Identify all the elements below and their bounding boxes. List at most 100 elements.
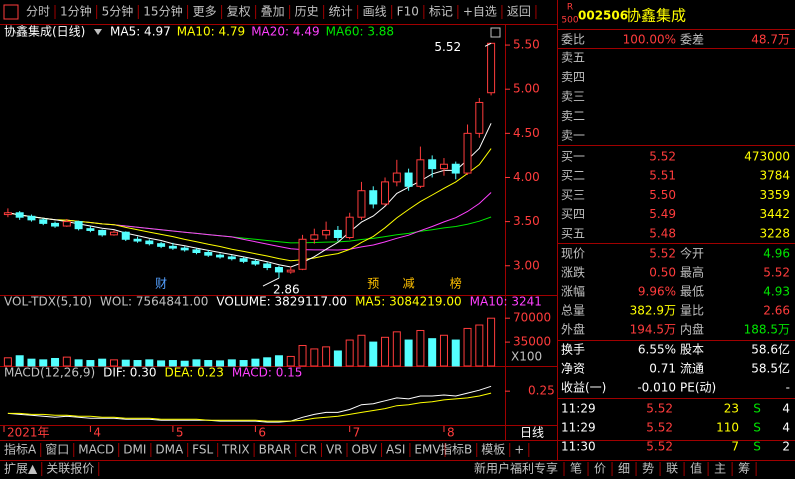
volume-bar (416, 329, 425, 367)
indicator-tab[interactable]: + (514, 443, 524, 457)
quote-stat: 2.66 (763, 304, 790, 318)
toolbar-button[interactable]: 统计 (329, 5, 353, 19)
quote-stat: 0.50 (649, 266, 676, 280)
candle-body (62, 221, 71, 227)
toolbar-button[interactable]: 画线 (363, 5, 387, 19)
toolbar-button[interactable]: 更多 (193, 5, 217, 19)
indicator-tab[interactable]: TRIX (221, 443, 249, 457)
candle-body (392, 172, 401, 183)
indicator-tab[interactable]: 指标B (440, 442, 472, 457)
volume-bar (3, 357, 12, 367)
bid-volume: 473000 (744, 150, 790, 164)
volume-bar (392, 331, 401, 367)
footer-tab[interactable]: 价 (594, 462, 606, 476)
candle-body (74, 221, 83, 230)
trade-side: S (753, 421, 761, 435)
trade-price: 5.52 (646, 402, 673, 416)
finance-stat: 净资 (561, 362, 585, 376)
indicator-tab[interactable]: CR (300, 443, 317, 457)
candle-body (416, 159, 425, 187)
quote-stat: 涨幅 (561, 284, 585, 299)
event-marker[interactable]: 财 (155, 277, 167, 291)
annotation-arrow (484, 42, 492, 47)
toolbar-button[interactable]: 标记 (429, 5, 453, 19)
toolbar-button[interactable]: 15分钟 (143, 4, 182, 19)
footer-tab[interactable]: 主 (714, 462, 726, 476)
annotation-label: 5.52 (434, 40, 461, 54)
footer-tab[interactable]: 细 (618, 462, 630, 476)
toolbar-button[interactable]: 分时 (26, 5, 50, 19)
volume-bar (27, 358, 36, 367)
legend-entry: MA5: 4.97 (110, 25, 171, 39)
footer-tab[interactable]: 值 (690, 461, 702, 476)
y-tick-label: 0.25 (528, 384, 555, 398)
volume-bar (204, 360, 213, 367)
volume-bar (39, 359, 48, 367)
indicator-tab[interactable]: DMI (123, 443, 146, 457)
indicator-tab[interactable]: BRAR (259, 443, 292, 457)
footer-tab[interactable]: 笔 (570, 461, 582, 476)
legend-entry: MA10: 4.79 (177, 25, 245, 39)
finance-stat: 0.71 (649, 362, 676, 376)
indicator-tab[interactable]: 指标A (4, 442, 37, 457)
footer-tab[interactable]: 筹 (738, 462, 750, 476)
event-marker[interactable]: 预 (367, 277, 379, 291)
indicator-tab[interactable]: OBV (352, 443, 378, 457)
x-tick-label: 8 (447, 426, 455, 440)
trade-time: 11:30 (561, 440, 596, 454)
legend-entry: MA5: 3084219.00 (355, 295, 462, 309)
footer-tab[interactable]: 新用户福利专享 (474, 461, 558, 476)
trade-count: 4 (782, 421, 790, 435)
footer-tab[interactable]: 势 (642, 462, 654, 476)
candle-body (180, 247, 189, 251)
y-tick-label: 3.00 (513, 258, 540, 272)
period-label[interactable]: 日线 (520, 426, 544, 440)
event-marker[interactable]: 减 (403, 277, 415, 291)
finance-stat: 股本 (680, 343, 704, 357)
candle-body (15, 212, 24, 218)
volume-bar (98, 358, 107, 367)
finance-stat: 流通 (680, 362, 704, 376)
indicator-tab[interactable]: MACD (78, 443, 114, 457)
toolbar-button[interactable]: 历史 (295, 5, 319, 19)
toolbar-button[interactable]: 5分钟 (102, 4, 134, 19)
indicator-tab[interactable]: FSL (192, 443, 213, 457)
toolbar-button[interactable]: F10 (397, 5, 419, 19)
indicator-tab[interactable]: DMA (155, 443, 184, 457)
toolbar-button[interactable]: +自选 (463, 5, 497, 19)
toolbar-button[interactable]: 复权 (227, 5, 251, 19)
ask-label: 卖三 (561, 90, 585, 104)
trade-side: S (753, 440, 761, 454)
volume-bar (145, 359, 154, 367)
toolbar-button[interactable]: 1分钟 (60, 4, 92, 19)
toolbar-button[interactable]: 返回 (507, 5, 531, 19)
x-tick-label: 5 (176, 426, 184, 440)
toolbar-button[interactable]: 叠加 (261, 5, 285, 19)
indicator-tab[interactable]: 模板 (481, 443, 505, 457)
candle-body (86, 228, 95, 231)
indicator-tab[interactable]: EMV (414, 443, 441, 457)
finance-stat: 换手 (561, 343, 585, 357)
legend-entry: WOL: 7564841.00 (100, 295, 208, 309)
indicator-tab[interactable]: VR (326, 443, 343, 457)
footer-button[interactable]: 扩展▲ (4, 462, 38, 476)
indicator-tab[interactable]: ASI (386, 443, 405, 457)
volume-bar (109, 359, 118, 367)
footer-button[interactable]: 关联报价 (46, 461, 94, 476)
volume-bar (15, 355, 24, 367)
quote-stat: 量比 (680, 304, 704, 318)
quote-stat: 最高 (680, 265, 704, 280)
candle-body (487, 42, 496, 94)
macd-line (7, 385, 492, 423)
candle-body (227, 256, 236, 260)
candle-body (51, 222, 60, 227)
volume-bar (333, 350, 342, 367)
footer-tab[interactable]: 联 (666, 462, 678, 476)
macd-line (7, 392, 492, 422)
event-marker[interactable]: 榜 (450, 276, 462, 291)
quote-stat: 5.52 (649, 247, 676, 261)
indicator-tab[interactable]: 窗口 (45, 443, 69, 457)
finance-stat: -0.010 (637, 381, 676, 395)
candle-body (204, 252, 213, 256)
order-ratio: 48.7万 (751, 33, 790, 47)
